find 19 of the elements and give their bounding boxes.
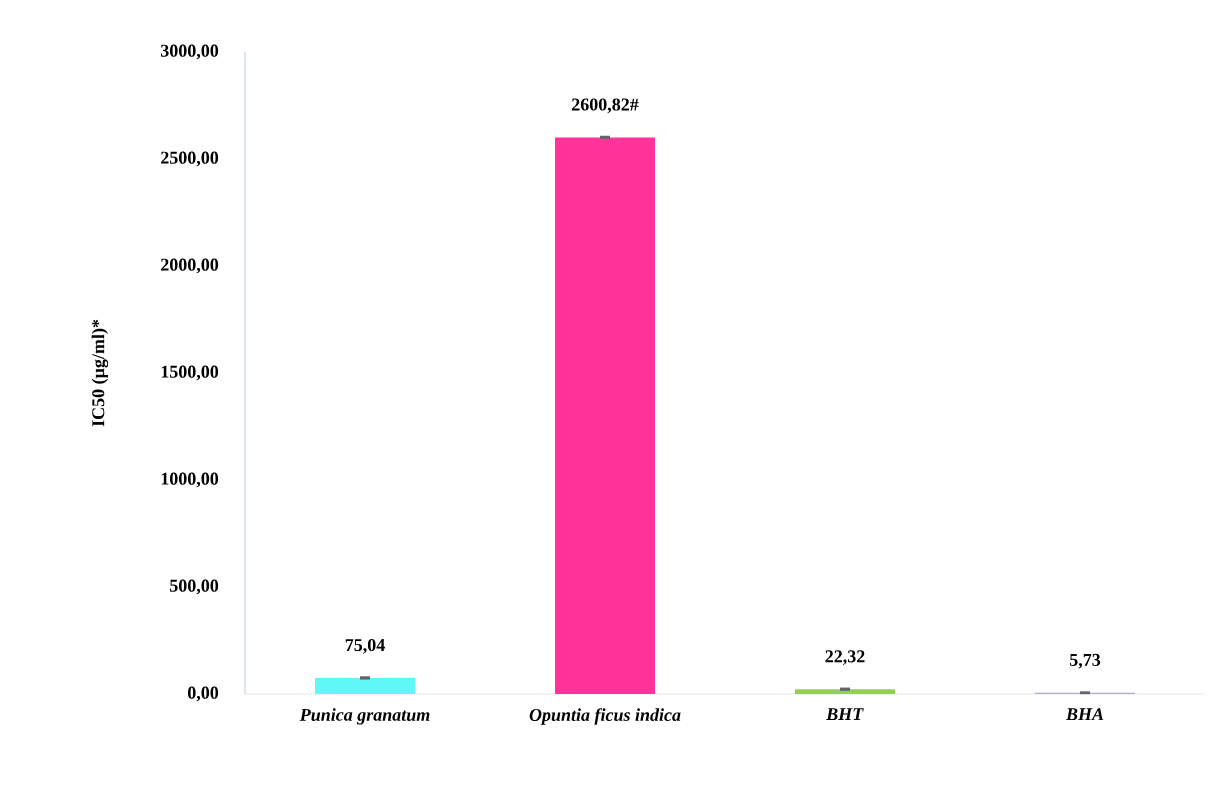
- y-tick-label: 500,00: [170, 579, 219, 595]
- data-label: 2600,82#: [572, 98, 639, 114]
- x-tick-label: Punica granatum: [299, 708, 430, 725]
- y-axis-title: IC50 (µg/ml)*: [91, 319, 109, 427]
- bar: [315, 677, 416, 694]
- x-tick-label: BHT: [826, 708, 864, 721]
- x-tick-label: BHA: [1065, 708, 1104, 721]
- data-label: 75,04: [345, 638, 385, 654]
- y-tick-label: 3000,00: [160, 44, 219, 60]
- y-tick-label: 0,00: [188, 686, 219, 702]
- bar: [555, 137, 656, 694]
- bar: [795, 689, 896, 694]
- x-tick-label: Opuntia ficus indica: [529, 708, 681, 725]
- y-tick-label: 1000,00: [161, 472, 219, 488]
- y-tick-label: 2000,00: [161, 258, 219, 274]
- data-label: 22,32: [825, 650, 865, 665]
- data-label: 5,73: [1069, 653, 1101, 669]
- y-tick-label: 1500,00: [161, 365, 219, 381]
- y-tick-label: 2500,00: [161, 151, 219, 167]
